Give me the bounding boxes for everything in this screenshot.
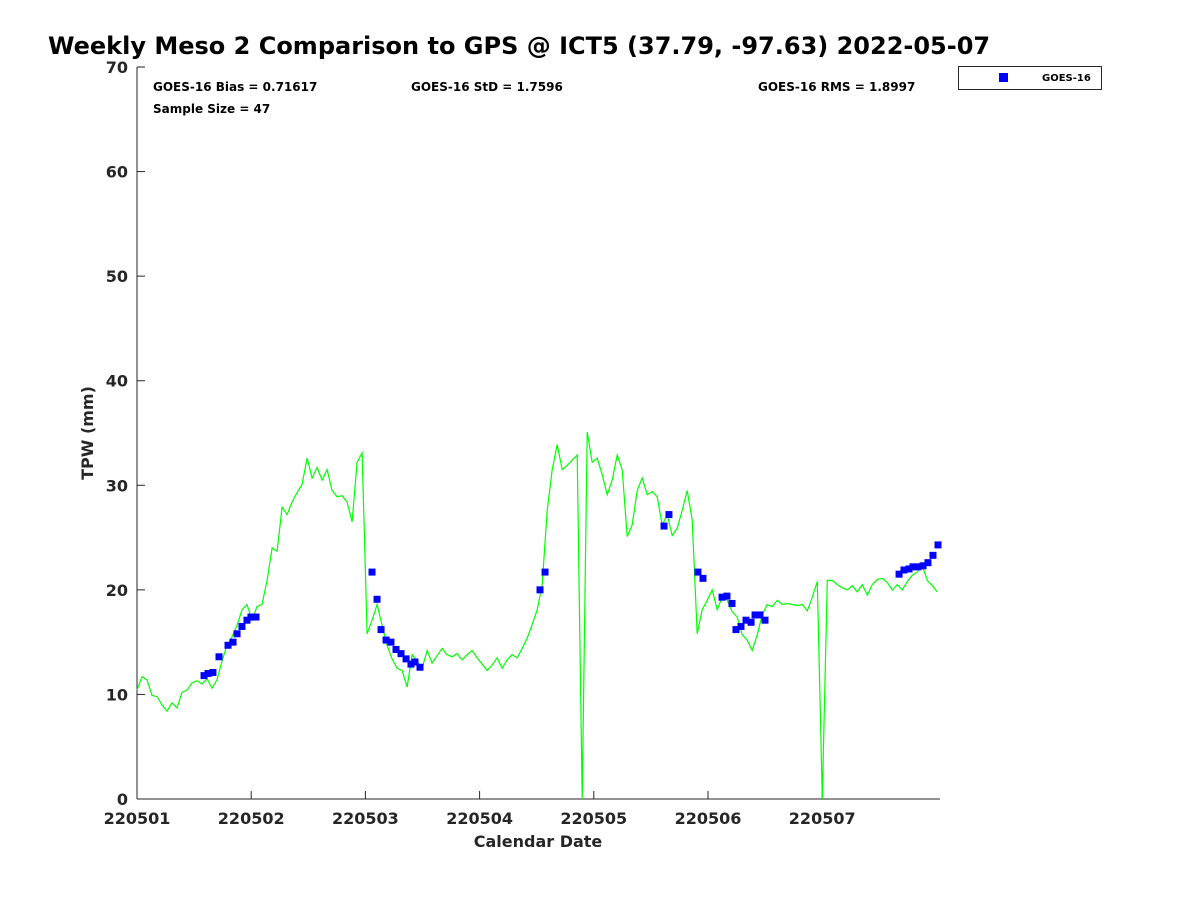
y-tick-label: 30 [106, 476, 128, 495]
goes16-point [919, 562, 927, 570]
goes16-point [751, 611, 759, 619]
x-axis-label: Calendar Date [474, 832, 603, 851]
goes16-point [699, 574, 707, 582]
y-tick-label: 10 [106, 685, 128, 704]
stat-std: GOES-16 StD = 1.7596 [411, 80, 563, 94]
y-tick-label: 0 [117, 790, 128, 809]
goes16-point [914, 563, 922, 571]
goes16-point [909, 563, 917, 571]
goes16-point [209, 668, 217, 676]
goes16-series [200, 511, 942, 680]
goes16-point [215, 653, 223, 661]
goes16-point [723, 592, 731, 600]
legend: GOES-16 [958, 66, 1102, 90]
goes16-point [747, 618, 755, 626]
goes16-point [416, 663, 424, 671]
goes16-point [204, 670, 212, 678]
goes16-point [382, 636, 390, 644]
goes16-point [761, 616, 769, 624]
x-tick-label: 220504 [446, 809, 513, 828]
goes16-point [397, 650, 405, 658]
goes16-point [665, 511, 673, 519]
goes16-point [756, 611, 764, 619]
goes16-point [895, 570, 903, 578]
goes16-point [407, 660, 415, 668]
legend-label-goes16: GOES-16 [1042, 73, 1091, 84]
goes16-point [536, 586, 544, 594]
y-tick-label: 50 [106, 267, 128, 286]
y-tick-label: 20 [106, 581, 128, 600]
goes16-point [737, 622, 745, 630]
y-tick-label: 70 [106, 58, 128, 77]
goes16-point [392, 645, 400, 653]
goes16-point [229, 638, 237, 646]
x-tick-label: 220507 [789, 809, 856, 828]
gps-series [136, 431, 938, 800]
goes16-point [694, 568, 702, 576]
legend-marker-goes16 [999, 73, 1008, 82]
y-tick-label: 60 [106, 163, 128, 182]
stat-sample-size: Sample Size = 47 [153, 102, 270, 116]
axes: 0 10 20 30 40 50 60 70 220501 220502 220503 220504 2… [104, 58, 940, 828]
goes16-point [402, 655, 410, 663]
goes16-point [377, 626, 385, 634]
goes16-point [718, 593, 726, 601]
goes16-point [387, 638, 395, 646]
goes16-point [247, 613, 255, 621]
x-tick-label: 220503 [332, 809, 399, 828]
goes16-point [934, 541, 942, 549]
goes16-point [541, 568, 549, 576]
goes16-point [233, 630, 241, 638]
goes16-point [373, 595, 381, 603]
goes16-point [900, 566, 908, 574]
goes16-point [200, 672, 208, 680]
goes16-point [252, 613, 260, 621]
x-tick-label: 220501 [104, 809, 171, 828]
stat-rms: GOES-16 RMS = 1.8997 [758, 80, 915, 94]
goes16-point [243, 616, 251, 624]
goes16-point [660, 522, 668, 530]
goes16-point [368, 568, 376, 576]
chart-title: Weekly Meso 2 Comparison to GPS @ ICT5 (… [48, 32, 990, 60]
goes16-point [728, 599, 736, 607]
goes16-point [224, 641, 232, 649]
stat-bias: GOES-16 Bias = 0.71617 [153, 80, 317, 94]
goes16-point [411, 658, 419, 666]
legend-box [958, 66, 1102, 90]
x-tick-label: 220502 [218, 809, 285, 828]
x-tick-label: 220506 [675, 809, 742, 828]
gps-line [136, 431, 938, 800]
goes16-point [905, 565, 913, 573]
goes16-point [929, 551, 937, 559]
x-tick-label: 220505 [560, 809, 627, 828]
goes16-point [924, 559, 932, 567]
goes16-point [732, 626, 740, 634]
goes16-point [238, 622, 246, 630]
goes16-point [742, 616, 750, 624]
y-tick-label: 40 [106, 372, 128, 391]
y-axis-label: TPW (mm) [78, 386, 97, 480]
